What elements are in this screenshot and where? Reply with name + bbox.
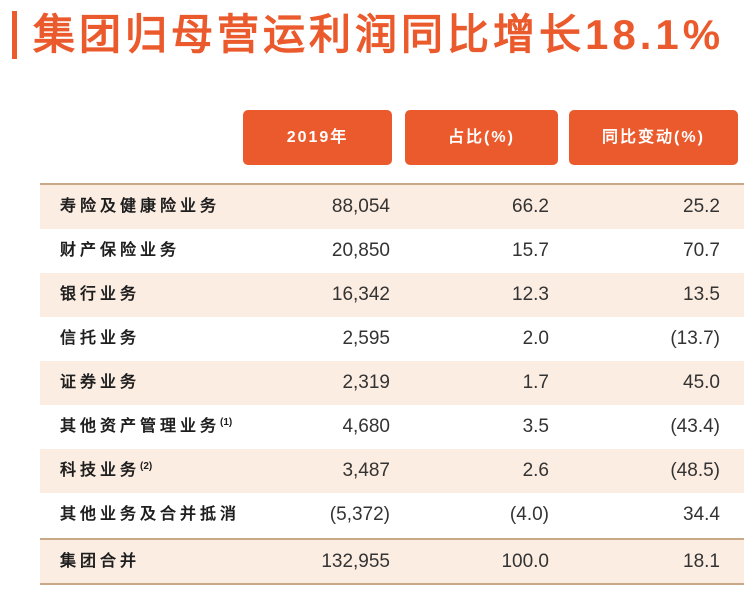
row-label-text: 证券业务 xyxy=(60,374,141,391)
cell-share: 2.6 xyxy=(522,460,549,481)
cell-share: (4.0) xyxy=(509,504,549,525)
cell-share: 2.0 xyxy=(522,328,549,349)
cell-2019-value: 4,680 xyxy=(342,416,390,437)
table-row: 科技业务(2) 3,487 2.6 (48.5) xyxy=(40,449,744,493)
footnote-marker: (1) xyxy=(220,417,233,428)
row-label-text: 寿险及健康险业务 xyxy=(60,198,221,215)
column-header-share: 占比(%) xyxy=(405,110,558,165)
table-row-total: 集团合并 132,955 100.0 18.1 xyxy=(40,540,744,583)
title-accent-bar xyxy=(12,11,17,59)
cell-yoy-change: (48.5) xyxy=(670,460,720,481)
cell-2019-value: 88,054 xyxy=(331,196,390,217)
row-label: 科技业务(2) xyxy=(60,449,152,493)
table-row: 其他业务及合并抵消 (5,372) (4.0) 34.4 xyxy=(40,493,744,537)
row-label-text: 其他业务及合并抵消 xyxy=(60,506,241,523)
cell-yoy-change: (43.4) xyxy=(670,416,720,437)
cell-share: 100.0 xyxy=(501,551,549,572)
operating-profit-table: 寿险及健康险业务 88,054 66.2 25.2 财产保险业务 20,850 … xyxy=(40,183,744,585)
cell-yoy-change: 70.7 xyxy=(683,240,720,261)
row-label-text: 财产保险业务 xyxy=(60,242,181,259)
row-label: 集团合并 xyxy=(60,540,140,583)
footnote-marker: (2) xyxy=(140,461,153,472)
table-rule-bottom xyxy=(40,583,744,585)
column-header-yoy-change: 同比变动(%) xyxy=(569,110,738,165)
cell-share: 15.7 xyxy=(512,240,549,261)
cell-yoy-change: 45.0 xyxy=(683,372,720,393)
row-label: 证券业务 xyxy=(60,361,140,405)
row-label: 其他业务及合并抵消 xyxy=(60,493,240,537)
row-label-text: 信托业务 xyxy=(60,330,141,347)
table-row: 证券业务 2,319 1.7 45.0 xyxy=(40,361,744,405)
cell-yoy-change: 18.1 xyxy=(683,551,720,572)
cell-2019-value: 20,850 xyxy=(331,240,390,261)
table-rule-total-top xyxy=(40,538,744,540)
row-label: 其他资产管理业务(1) xyxy=(60,405,232,449)
row-label: 财产保险业务 xyxy=(60,229,180,273)
cell-share: 3.5 xyxy=(522,416,549,437)
cell-2019-value: (5,372) xyxy=(329,504,390,525)
cell-share: 12.3 xyxy=(512,284,549,305)
row-label-text: 银行业务 xyxy=(60,286,141,303)
cell-2019-value: 2,319 xyxy=(342,372,390,393)
row-label: 信托业务 xyxy=(60,317,140,361)
cell-2019-value: 16,342 xyxy=(331,284,390,305)
row-label: 银行业务 xyxy=(60,273,140,317)
table-row: 寿险及健康险业务 88,054 66.2 25.2 xyxy=(40,185,744,229)
page-title: 集团归母营运利润同比增长18.1% xyxy=(33,11,725,58)
table-row: 财产保险业务 20,850 15.7 70.7 xyxy=(40,229,744,273)
cell-2019-value: 132,955 xyxy=(321,551,390,572)
table-row: 银行业务 16,342 12.3 13.5 xyxy=(40,273,744,317)
table-rule-top xyxy=(40,183,744,185)
cell-yoy-change: 25.2 xyxy=(683,196,720,217)
cell-yoy-change: 34.4 xyxy=(683,504,720,525)
row-label-text: 其他资产管理业务 xyxy=(60,418,221,435)
row-label-text: 集团合并 xyxy=(60,553,141,570)
table-row: 信托业务 2,595 2.0 (13.7) xyxy=(40,317,744,361)
row-label-text: 科技业务 xyxy=(60,462,141,479)
cell-share: 1.7 xyxy=(522,372,549,393)
cell-yoy-change: (13.7) xyxy=(670,328,720,349)
cell-2019-value: 3,487 xyxy=(342,460,390,481)
cell-2019-value: 2,595 xyxy=(342,328,390,349)
row-label: 寿险及健康险业务 xyxy=(60,185,220,229)
cell-share: 66.2 xyxy=(512,196,549,217)
table-row: 其他资产管理业务(1) 4,680 3.5 (43.4) xyxy=(40,405,744,449)
cell-yoy-change: 13.5 xyxy=(683,284,720,305)
column-header-2019: 2019年 xyxy=(243,110,392,165)
